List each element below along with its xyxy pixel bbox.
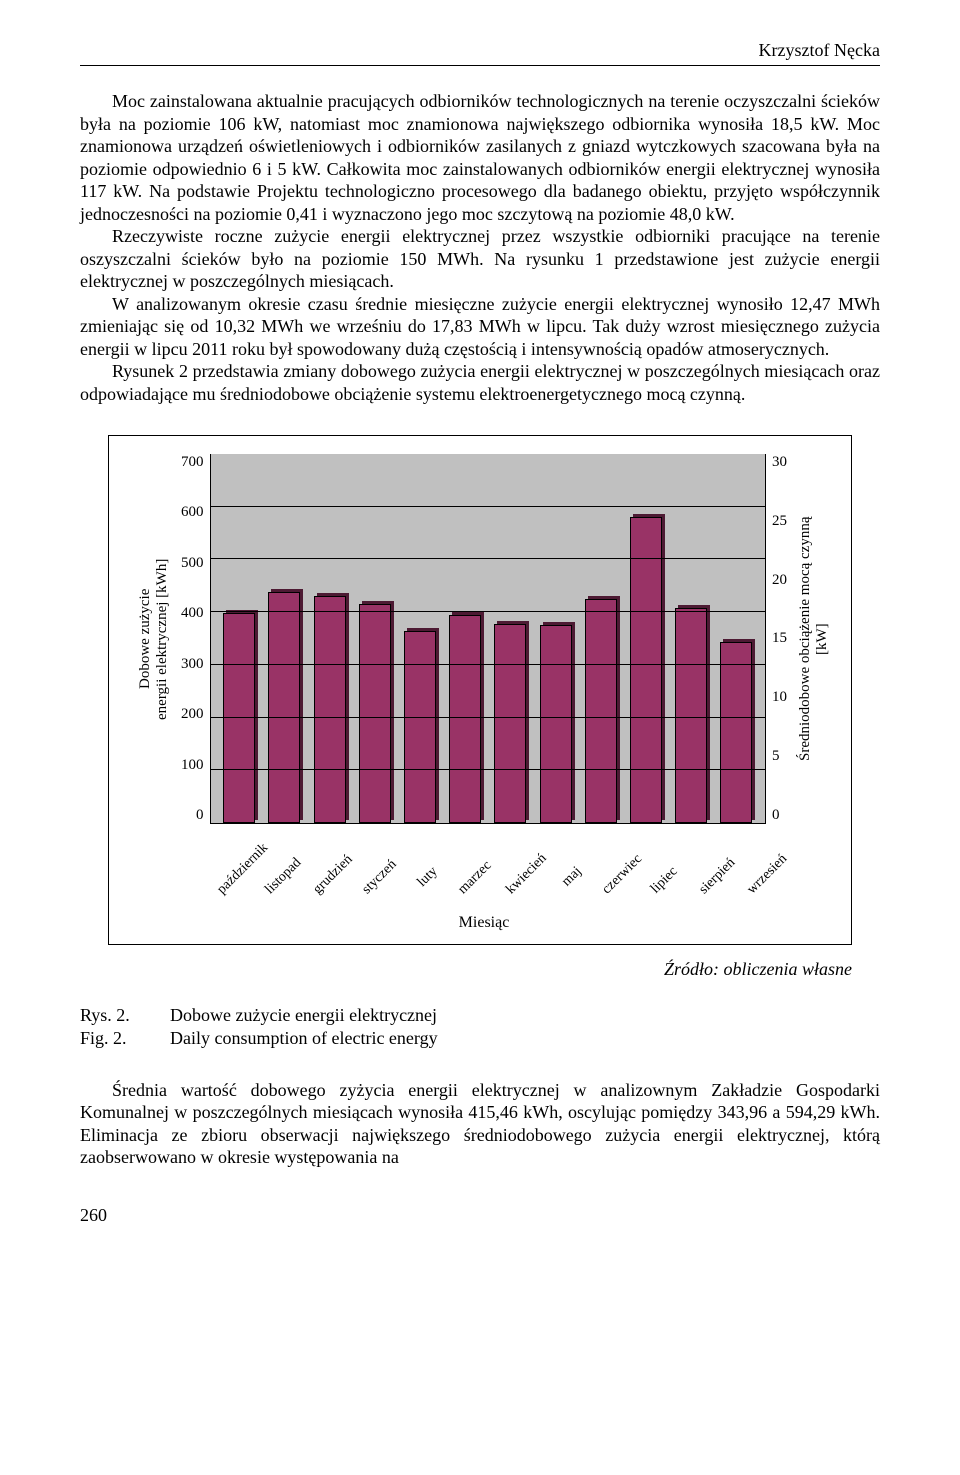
bar (720, 642, 752, 823)
grid-line (211, 558, 766, 559)
grid-line (211, 611, 766, 612)
y2-tick: 25 (772, 513, 787, 530)
y-tick: 400 (181, 605, 204, 622)
bar (449, 615, 481, 823)
y-tick: 700 (181, 454, 204, 471)
x-axis-row: październiklistopadgrudzieństyczeńlutyma… (191, 824, 781, 914)
chart-area: Dobowe zużycieenergii elektrycznej [kWh]… (137, 454, 831, 824)
bar (268, 592, 300, 823)
bar (314, 596, 346, 823)
y2-tick: 20 (772, 572, 787, 589)
bars-group (211, 454, 766, 823)
caption-rys-text: Dobowe zużycie energii elektrycznej (170, 1004, 437, 1027)
bar (585, 599, 617, 823)
bar (359, 604, 391, 823)
paragraph-4: Rysunek 2 przedstawia zmiany dobowego zu… (80, 360, 880, 405)
body-text-block: Moc zainstalowana aktualnie pracujących … (80, 90, 880, 405)
y2-axis-label: Średniodobowe obciążenie mocą czynną[kW] (797, 454, 831, 824)
plot-area (210, 454, 767, 824)
y2-tick: 5 (772, 748, 787, 765)
bar (404, 631, 436, 823)
grid-line (211, 717, 766, 718)
y-tick: 300 (181, 656, 204, 673)
bar (494, 624, 526, 823)
grid-line (211, 506, 766, 507)
chart-container: Dobowe zużycieenergii elektrycznej [kWh]… (108, 435, 852, 945)
paragraph-2: Rzeczywiste roczne zużycie energii elekt… (80, 225, 880, 293)
bar (675, 608, 707, 823)
grid-line (211, 769, 766, 770)
y-tick: 0 (181, 807, 204, 824)
caption-fig-label: Fig. 2. (80, 1027, 170, 1050)
bar (630, 517, 662, 823)
y2-axis-ticks: 30 25 20 15 10 5 0 (766, 454, 793, 824)
caption-rys-label: Rys. 2. (80, 1004, 170, 1027)
caption-fig-text: Daily consumption of electric energy (170, 1027, 438, 1050)
y2-tick: 30 (772, 454, 787, 471)
y-axis-label: Dobowe zużycieenergii elektrycznej [kWh] (137, 454, 171, 824)
y2-tick: 0 (772, 807, 787, 824)
y-tick: 100 (181, 757, 204, 774)
grid-line (211, 664, 766, 665)
paragraph-5: Średnia wartość dobowego zyżycia energii… (80, 1079, 880, 1169)
page-number: 260 (80, 1205, 880, 1226)
y-tick: 200 (181, 706, 204, 723)
header-author: Krzysztof Nęcka (80, 40, 880, 66)
y-tick: 600 (181, 504, 204, 521)
y2-tick: 15 (772, 630, 787, 647)
bar (223, 613, 255, 823)
paragraph-1: Moc zainstalowana aktualnie pracujących … (80, 90, 880, 225)
body-text-block-2: Średnia wartość dobowego zyżycia energii… (80, 1079, 880, 1169)
y2-tick: 10 (772, 689, 787, 706)
page: Krzysztof Nęcka Moc zainstalowana aktual… (0, 0, 960, 1266)
paragraph-3: W analizowanym okresie czasu średnie mie… (80, 293, 880, 361)
chart-source: Źródło: obliczenia własne (80, 959, 852, 980)
figure-caption: Rys. 2. Dobowe zużycie energii elektrycz… (80, 1004, 880, 1051)
bar (540, 625, 572, 823)
y-tick: 500 (181, 555, 204, 572)
y-axis-ticks: 700 600 500 400 300 200 100 0 (175, 454, 210, 824)
x-axis-labels: październiklistopadgrudzieństyczeńlutyma… (191, 824, 781, 914)
